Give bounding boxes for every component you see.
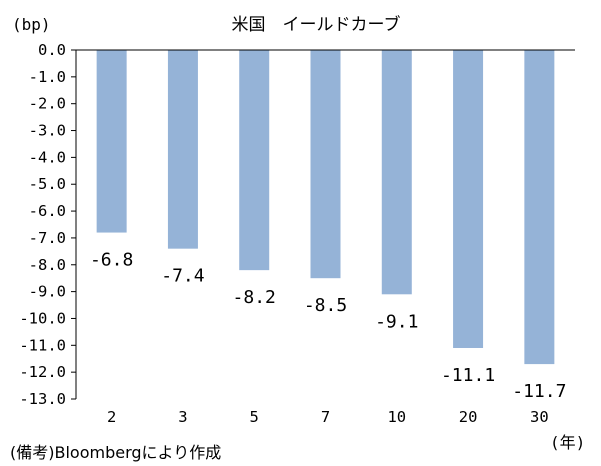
y-tick-label: -12.0 — [19, 363, 66, 381]
x-tick-label: 5 — [250, 408, 259, 426]
bar-7y — [310, 50, 341, 279]
bars-group — [96, 50, 555, 365]
data-labels-group: -6.8 -7.4 -8.2 -8.5 -9.1 -11.1 -11.7 — [90, 250, 566, 403]
y-tick-label: -10.0 — [19, 309, 66, 327]
x-tick-label: 30 — [530, 408, 549, 426]
x-tick-label: 2 — [107, 408, 116, 426]
y-tick-label: -2.0 — [29, 95, 66, 113]
y-axis-tick-labels: 0.0 -1.0 -2.0 -3.0 -4.0 -5.0 -6.0 -7.0 -8.0 -9.0 -… — [19, 41, 66, 408]
chart-title: 米国 イールドカーブ — [232, 14, 401, 35]
x-tick-label: 7 — [321, 408, 330, 426]
y-axis-tick-marks — [71, 49, 76, 400]
source-note: (備考)Bloombergにより作成 — [10, 443, 221, 462]
y-tick-label: -9.0 — [29, 283, 66, 301]
bar-3y — [167, 50, 198, 249]
y-tick-label: 0.0 — [38, 41, 66, 59]
bar-2y — [96, 50, 127, 233]
data-label: -6.8 — [90, 250, 133, 271]
y-tick-label: -13.0 — [19, 390, 66, 408]
y-tick-label: -5.0 — [29, 175, 66, 193]
y-tick-label: -8.0 — [29, 256, 66, 274]
y-tick-label: -4.0 — [29, 148, 66, 166]
y-tick-label: -1.0 — [29, 68, 66, 86]
y-tick-label: -3.0 — [29, 122, 66, 140]
x-axis-unit-label: (年) — [550, 433, 585, 452]
bar-5y — [239, 50, 270, 271]
x-axis-tick-labels: 2 3 5 7 10 20 30 — [107, 408, 549, 426]
y-tick-label: -11.0 — [19, 336, 66, 354]
y-tick-label: -7.0 — [29, 229, 66, 247]
data-label: -8.5 — [304, 295, 347, 316]
y-axis-unit-label: (bp) — [12, 15, 51, 34]
y-tick-label: -6.0 — [29, 202, 66, 220]
x-tick-label: 10 — [387, 408, 406, 426]
data-label: -8.2 — [233, 287, 276, 308]
bar-30y — [524, 50, 555, 365]
bar-10y — [381, 50, 412, 295]
x-tick-label: 20 — [459, 408, 478, 426]
x-tick-label: 3 — [178, 408, 187, 426]
data-label: -11.1 — [441, 365, 495, 386]
data-label: -7.4 — [161, 266, 204, 287]
data-label: -9.1 — [375, 311, 418, 332]
bar-20y — [453, 50, 484, 348]
data-label: -11.7 — [512, 381, 566, 402]
